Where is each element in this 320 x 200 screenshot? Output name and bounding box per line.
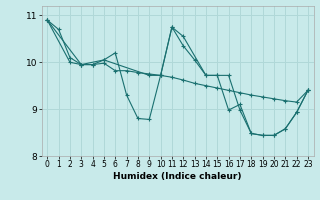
- X-axis label: Humidex (Indice chaleur): Humidex (Indice chaleur): [113, 172, 242, 181]
